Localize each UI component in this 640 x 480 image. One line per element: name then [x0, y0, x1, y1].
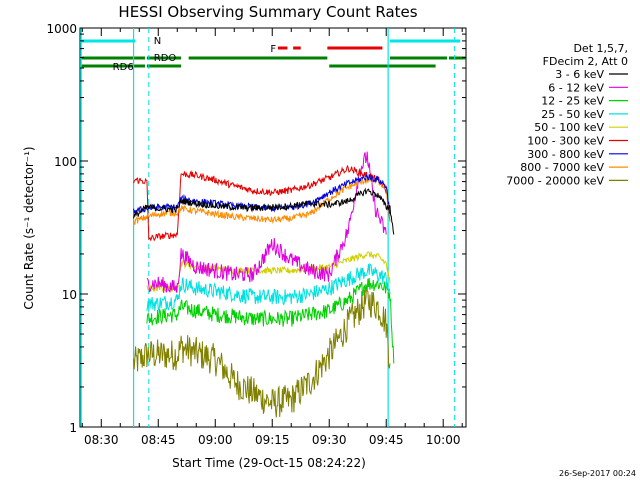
- series-25-50-kev: [146, 262, 391, 313]
- y-tick-label: 10: [62, 288, 77, 302]
- flare-flag-label: F: [270, 44, 276, 55]
- rd6-flag-label: RD6: [113, 62, 134, 73]
- legend-entry-label: 25 - 50 keV: [541, 108, 604, 121]
- axes: 08:30 08:45 09:00 09:15 09:30 09:45 10:00 1 10 10…: [46, 22, 466, 447]
- rdo-flag-label: RDO: [154, 53, 177, 64]
- y-tick-label: 1: [69, 421, 77, 435]
- legend-entry-label: 300 - 800 keV: [527, 148, 604, 161]
- legend-entry-label: 6 - 12 keV: [548, 81, 604, 94]
- series-7000-20000-kev: [133, 285, 391, 418]
- x-tick-label: 09:45: [369, 433, 404, 447]
- series-800-7000-kev: [133, 176, 391, 226]
- series-3-6-kev: [133, 187, 395, 235]
- legend-entry-label: 7000 - 20000 keV: [506, 174, 604, 187]
- x-tick-label: 09:15: [255, 433, 290, 447]
- flag-bars: N F RDO RD6: [80, 36, 466, 73]
- x-tick-label: 08:30: [84, 433, 119, 447]
- series-layer: [133, 151, 395, 418]
- x-axis-label: Start Time (29-Oct-15 08:24:22): [172, 456, 366, 470]
- y-axis-label: Count Rate (s⁻¹ detector⁻¹): [22, 146, 36, 309]
- legend-header: FDecim 2, Att 0: [543, 55, 628, 68]
- x-tick-label: 09:30: [312, 433, 347, 447]
- legend-entry-label: 800 - 7000 keV: [520, 161, 604, 174]
- series-12-25-kev: [146, 277, 395, 364]
- legend-entry-label: 100 - 300 keV: [527, 135, 604, 148]
- plot-frame: [79, 27, 467, 428]
- chart-title: HESSI Observing Summary Count Rates: [118, 3, 417, 21]
- x-tick-label: 08:45: [141, 433, 176, 447]
- series-50-100-kev: [146, 251, 391, 293]
- legend-entry-label: 3 - 6 keV: [555, 68, 604, 81]
- x-tick-label: 09:00: [198, 433, 233, 447]
- timestamp: 26-Sep-2017 00:24: [559, 469, 636, 478]
- x-tick-label: 10:00: [426, 433, 461, 447]
- series-100-300-kev: [133, 164, 391, 242]
- y-tick-label: 1000: [46, 22, 77, 36]
- legend-header: Det 1,5,7,: [573, 42, 628, 55]
- series-6-12-kev: [146, 151, 387, 294]
- legend-entry-label: 50 - 100 keV: [534, 121, 604, 134]
- legend-entry-label: 12 - 25 keV: [541, 95, 604, 108]
- y-tick-label: 100: [54, 155, 77, 169]
- night-flag-label: N: [154, 36, 161, 47]
